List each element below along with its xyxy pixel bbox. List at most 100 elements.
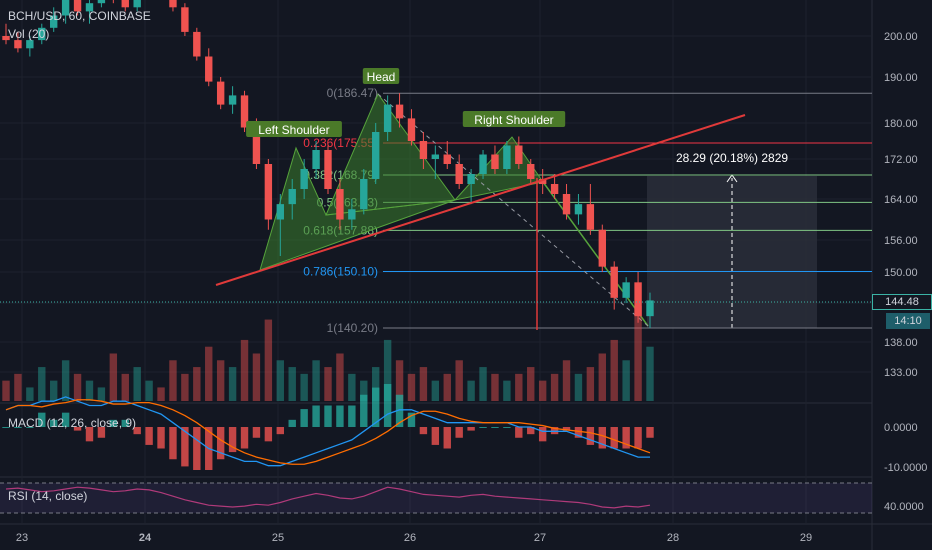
candle-body (264, 164, 273, 220)
price-axis-label: 180.00 (884, 118, 918, 130)
volume-bar (646, 346, 654, 401)
macd-histogram-bar (562, 427, 571, 431)
macd-histogram-bar (276, 427, 284, 435)
macd-label[interactable]: MACD (12, 26, close, 9) (8, 416, 137, 430)
candle-body (193, 31, 201, 57)
price-axis-label: 133.00 (884, 367, 918, 379)
pattern-label: Left Shoulder (258, 123, 329, 137)
macd-histogram-bar (634, 427, 642, 449)
volume-bar (395, 360, 404, 401)
candle-body (228, 95, 237, 105)
macd-histogram-bar (467, 427, 475, 431)
macd-histogram-bar (61, 412, 70, 427)
candle-body (181, 7, 189, 32)
volume-bar (527, 367, 535, 401)
volume-bar (61, 360, 70, 401)
macd-histogram-bar (360, 394, 368, 427)
volume-bar (205, 346, 213, 401)
macd-histogram-bar (372, 387, 380, 427)
fib-level-label: 0(186.47) (327, 86, 378, 100)
volume-bar (503, 380, 511, 401)
volume-bar (598, 353, 606, 401)
fib-level-label: 1(140.20) (327, 321, 378, 335)
macd-histogram-bar (288, 419, 296, 427)
volume-bar (348, 373, 356, 401)
candle-body (550, 184, 559, 194)
candle-body (407, 118, 416, 141)
macd-histogram-bar (527, 427, 535, 435)
volume-bar (324, 367, 332, 401)
volume-bar (276, 360, 284, 401)
candle-body (50, 15, 58, 28)
macd-axis-label: -10.0000 (884, 462, 927, 474)
macd-histogram-bar (479, 427, 487, 428)
macd-signal-line (5, 399, 651, 465)
candle-body (598, 229, 606, 267)
volume-bar (121, 373, 129, 401)
volume-bar (383, 339, 392, 401)
symbol-label[interactable]: BCH/USD, 60, COINBASE (8, 9, 151, 23)
macd-histogram-bar (491, 427, 499, 428)
macd-histogram-bar (646, 427, 654, 438)
candle-body (443, 154, 451, 164)
candle-body (538, 179, 547, 184)
macd-histogram-bar (121, 419, 129, 427)
candle-body (610, 266, 618, 298)
macd-histogram-bar (419, 427, 428, 435)
volume-bar (431, 380, 440, 401)
candle-body (205, 56, 213, 82)
pattern-label-bg (362, 68, 400, 84)
candle-body (503, 145, 511, 169)
candle-body (431, 154, 440, 159)
candle-body (73, 0, 82, 12)
volume-bar (145, 380, 153, 401)
volume-label[interactable]: Vol (20) (8, 27, 50, 41)
volume-bar (455, 360, 463, 401)
bar-countdown-tag: 14:10 (886, 313, 930, 329)
macd-axis-label: 0.0000 (884, 422, 918, 434)
macd-histogram-bar (73, 427, 82, 431)
volume-bar (491, 373, 499, 401)
macd-histogram-bar (324, 405, 332, 427)
macd-histogram-bar (336, 405, 344, 427)
time-axis-label: 25 (272, 532, 284, 544)
macd-histogram-bar (383, 384, 392, 427)
volume-bar (288, 367, 296, 401)
macd-histogram-bar (193, 427, 201, 470)
macd-histogram-bar (26, 427, 34, 428)
candle-body (97, 0, 106, 4)
volume-bar (109, 353, 118, 401)
candle-body (515, 145, 523, 164)
volume-bar (169, 360, 177, 401)
time-axis-label: 29 (800, 532, 812, 544)
macd-histogram-bar (133, 427, 141, 435)
macd-histogram-bar (14, 427, 22, 428)
fib-level-label: 0.786(150.10) (303, 264, 378, 278)
target-projection-line (542, 181, 649, 327)
volume-bar (157, 387, 165, 401)
macd-histogram-bar (586, 427, 595, 445)
time-axis-label: 26 (404, 532, 416, 544)
volume-bar (622, 360, 630, 401)
volume-bar (2, 380, 10, 401)
neckline-trend-line (215, 114, 746, 286)
rsi-label[interactable]: RSI (14, close) (8, 489, 88, 503)
volume-bar (610, 339, 618, 401)
candle-body (336, 189, 344, 220)
macd-histogram-bar (169, 427, 177, 460)
volume-bar (312, 360, 320, 401)
macd-histogram-bar (312, 405, 320, 427)
macd-line (5, 396, 650, 467)
candle-body (324, 150, 332, 189)
pattern-label: Head (367, 70, 396, 84)
candle-body (646, 300, 654, 317)
macd-histogram-bar (610, 427, 618, 449)
candle-body (455, 164, 463, 184)
volume-bar (467, 380, 475, 401)
candle-body (216, 81, 225, 105)
macd-histogram-bar (503, 427, 511, 428)
volume-bar (73, 373, 82, 401)
volume-bar (419, 367, 428, 401)
time-axis-label: 23 (16, 532, 28, 544)
